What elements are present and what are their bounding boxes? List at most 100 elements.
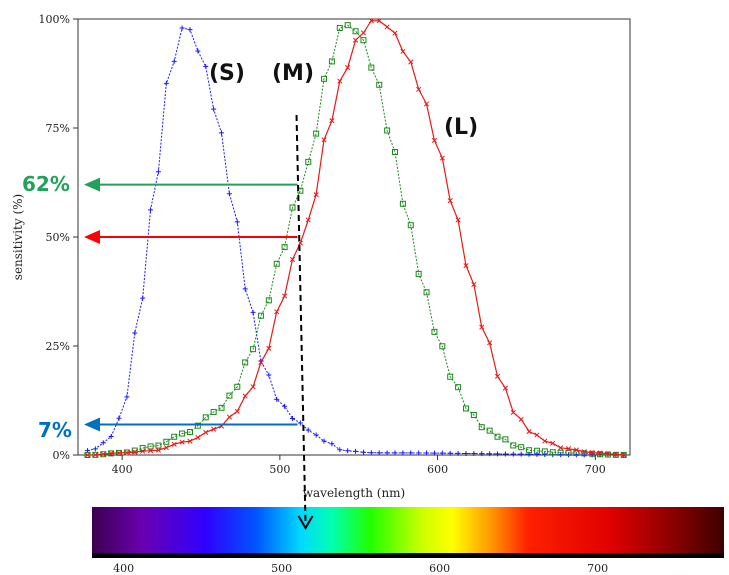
data-point [282, 293, 288, 299]
data-point [147, 443, 154, 450]
data-point [565, 449, 572, 456]
data-point [234, 383, 241, 390]
data-point [234, 219, 240, 225]
data-point [171, 441, 177, 447]
data-point [155, 169, 161, 175]
data-point [360, 449, 366, 455]
data-point [455, 450, 461, 456]
y-tick-label: 0% [53, 449, 70, 462]
y-tick-label: 50% [46, 231, 70, 244]
data-point [187, 438, 193, 444]
data-point [273, 260, 280, 267]
data-point [100, 451, 106, 457]
data-point [487, 340, 493, 346]
data-point [352, 28, 359, 35]
data-point [494, 433, 501, 440]
x-tick-label: 600 [427, 463, 448, 476]
data-point [478, 424, 485, 431]
arrow-head [84, 230, 100, 244]
data-point [171, 433, 178, 440]
data-point [384, 24, 390, 30]
data-point [313, 192, 319, 198]
wavelength-marker-line [295, 114, 307, 525]
data-point [368, 18, 374, 24]
percent-label-s: 7% [38, 418, 72, 442]
x-tick-label: 400 [112, 463, 133, 476]
series-l-cone [84, 18, 627, 458]
data-point [510, 442, 517, 449]
data-point [392, 450, 398, 456]
data-point [108, 450, 114, 456]
data-point [313, 432, 319, 438]
data-point [210, 408, 217, 415]
y-axis-ticks: 0% 25% 50% 75% 100% [39, 13, 78, 462]
data-point [424, 450, 430, 456]
data-point [155, 442, 162, 449]
data-point [542, 438, 548, 444]
series-layer [84, 18, 627, 458]
data-point [565, 446, 572, 452]
spectrum-ticks: 400 500 600 700 [113, 562, 608, 575]
data-point [108, 434, 114, 440]
data-point [92, 452, 98, 458]
percent-label-m: 62% [22, 172, 70, 196]
data-point [605, 451, 611, 457]
x-axis-ticks: 400 500 600 700 [112, 455, 606, 476]
data-point [274, 396, 280, 402]
data-point [526, 447, 533, 454]
data-point [400, 450, 406, 456]
data-point [518, 451, 524, 457]
data-point [510, 409, 516, 415]
data-point [84, 452, 91, 458]
data-point [502, 436, 509, 443]
data-point [345, 65, 351, 71]
data-point [171, 58, 177, 64]
data-point [431, 450, 437, 456]
data-point [470, 411, 477, 418]
data-point [132, 449, 138, 455]
data-point [211, 426, 217, 432]
data-point [329, 118, 335, 124]
data-point [257, 312, 264, 319]
x-tick-label: 500 [269, 463, 290, 476]
data-point [187, 27, 193, 33]
data-point [495, 451, 501, 457]
data-point [195, 434, 201, 440]
data-point [518, 416, 524, 422]
data-point [345, 448, 351, 454]
spectrum-tick-label: 600 [429, 562, 450, 575]
data-point [542, 451, 548, 457]
data-point [289, 415, 295, 421]
y-axis-label: sensitivity (%) [11, 194, 25, 280]
data-point [399, 200, 406, 207]
data-point [423, 289, 430, 296]
data-point [534, 451, 540, 457]
data-point [597, 451, 604, 458]
data-point [471, 281, 477, 288]
data-point [486, 427, 493, 434]
data-point [179, 439, 185, 445]
data-point [289, 204, 296, 211]
data-point [226, 414, 232, 420]
data-point [416, 86, 422, 92]
data-point [321, 137, 327, 143]
data-point [242, 286, 248, 292]
data-point [376, 450, 382, 456]
data-point [218, 404, 225, 411]
data-point [337, 447, 343, 453]
data-point [376, 18, 382, 24]
data-point [313, 130, 320, 137]
label-m-cone: (M) [272, 61, 314, 86]
data-point [100, 440, 106, 446]
data-point [549, 449, 556, 456]
data-point [407, 222, 414, 229]
data-point [195, 48, 201, 54]
data-point [613, 451, 619, 457]
data-point [163, 438, 170, 445]
data-point [140, 295, 146, 301]
data-point [266, 345, 272, 351]
data-point [203, 63, 209, 69]
data-point [194, 422, 201, 429]
data-point [455, 384, 462, 391]
